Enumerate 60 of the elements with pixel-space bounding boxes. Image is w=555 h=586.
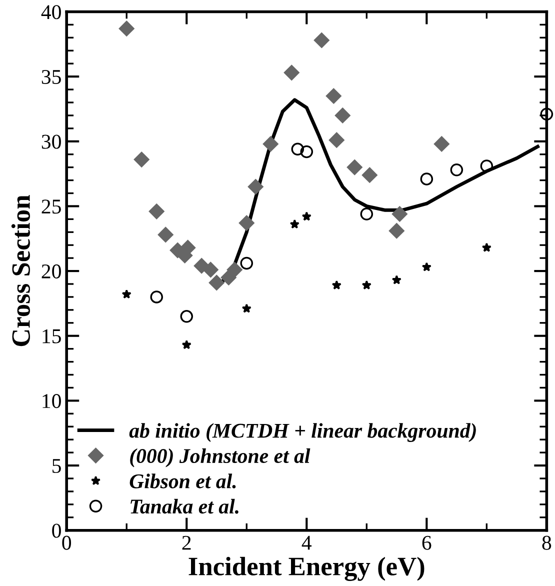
point [180, 310, 194, 323]
point [122, 289, 132, 299]
legend-label: (000) Johnstone et al [130, 448, 310, 468]
point [392, 275, 402, 284]
point [360, 208, 374, 220]
point [262, 136, 278, 152]
point [158, 227, 174, 242]
y-tick-label: 5 [52, 459, 61, 473]
y-axis-title: Cross Section [11, 195, 30, 346]
point [242, 304, 252, 313]
point [284, 64, 300, 80]
x-tick-label: 0 [62, 536, 72, 550]
point [540, 108, 554, 121]
x-tick-label: 6 [422, 536, 432, 550]
point [240, 256, 254, 270]
point [208, 274, 224, 290]
point [291, 142, 304, 156]
point [118, 20, 134, 36]
point [302, 212, 312, 221]
point [202, 262, 218, 278]
y-tick-label: 0 [52, 524, 61, 538]
x-tick-label: 4 [302, 536, 312, 550]
x-tick-label: 8 [542, 536, 552, 550]
legend-label: Tanaka et al. [130, 498, 238, 514]
y-tick-label: 10 [42, 394, 61, 408]
point [392, 206, 408, 222]
point [328, 132, 344, 148]
point [314, 32, 330, 48]
point [332, 280, 342, 290]
legend-label: ab initio (MCTDH + linear background) [129, 423, 476, 442]
point [346, 160, 362, 176]
y-tick-label: 20 [42, 264, 61, 278]
legend-label: Gibson et al. [130, 474, 236, 488]
point [326, 88, 342, 104]
point [226, 262, 242, 278]
x-axis-title: Incident Energy (eV) [188, 556, 424, 581]
y-tick-label: 35 [42, 70, 61, 84]
point [150, 290, 164, 304]
y-tick-label: 25 [42, 200, 61, 214]
point [238, 215, 254, 231]
point [334, 108, 350, 124]
point [480, 160, 494, 172]
point [388, 223, 404, 239]
point [450, 164, 464, 176]
point [362, 280, 372, 290]
y-tick-label: 30 [42, 134, 61, 149]
x-tick-label: 2 [182, 536, 191, 550]
point [362, 167, 378, 183]
point [248, 179, 264, 194]
point [182, 340, 192, 350]
point [300, 145, 314, 158]
point [422, 262, 432, 272]
point [482, 242, 492, 252]
point [134, 152, 150, 168]
point [290, 219, 300, 229]
point [434, 136, 450, 152]
y-tick-label: 40 [41, 5, 61, 20]
y-tick-label: 15 [42, 329, 61, 344]
point [148, 204, 164, 220]
point [420, 172, 434, 186]
